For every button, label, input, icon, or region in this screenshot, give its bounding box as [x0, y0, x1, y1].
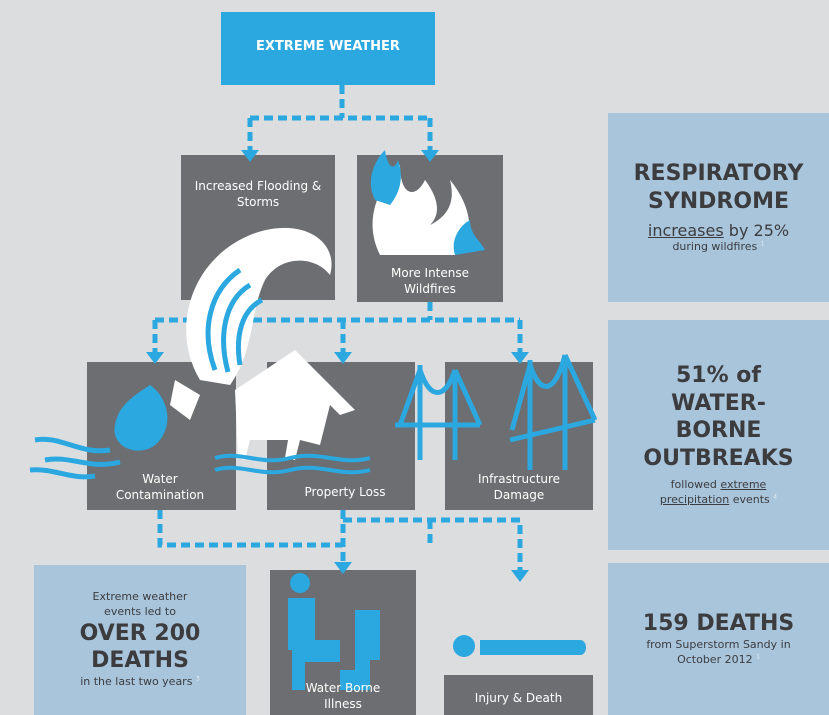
connector: [160, 510, 520, 570]
node-label: More Intense Wildfires: [385, 265, 475, 297]
connector: [250, 85, 430, 150]
infographic: EXTREME WEATHER Increased Flooding & Sto…: [0, 0, 829, 715]
node-label: Infrastructure Damage: [465, 471, 573, 503]
drop-icon: [30, 380, 200, 477]
node-label: Water Borne Illness: [295, 680, 391, 712]
bridge-icon: [395, 355, 595, 470]
node-label: Water Contamination: [100, 471, 220, 503]
connectors-and-icons: [0, 0, 829, 715]
title: EXTREME WEATHER: [221, 38, 435, 56]
wave-icon: [186, 228, 331, 385]
node-label: Property Loss: [280, 484, 410, 500]
node-label: Injury & Death: [444, 690, 593, 706]
person-icon: [288, 573, 586, 690]
node-label: Increased Flooding & Storms: [186, 178, 330, 210]
flame-icon: [371, 150, 485, 255]
